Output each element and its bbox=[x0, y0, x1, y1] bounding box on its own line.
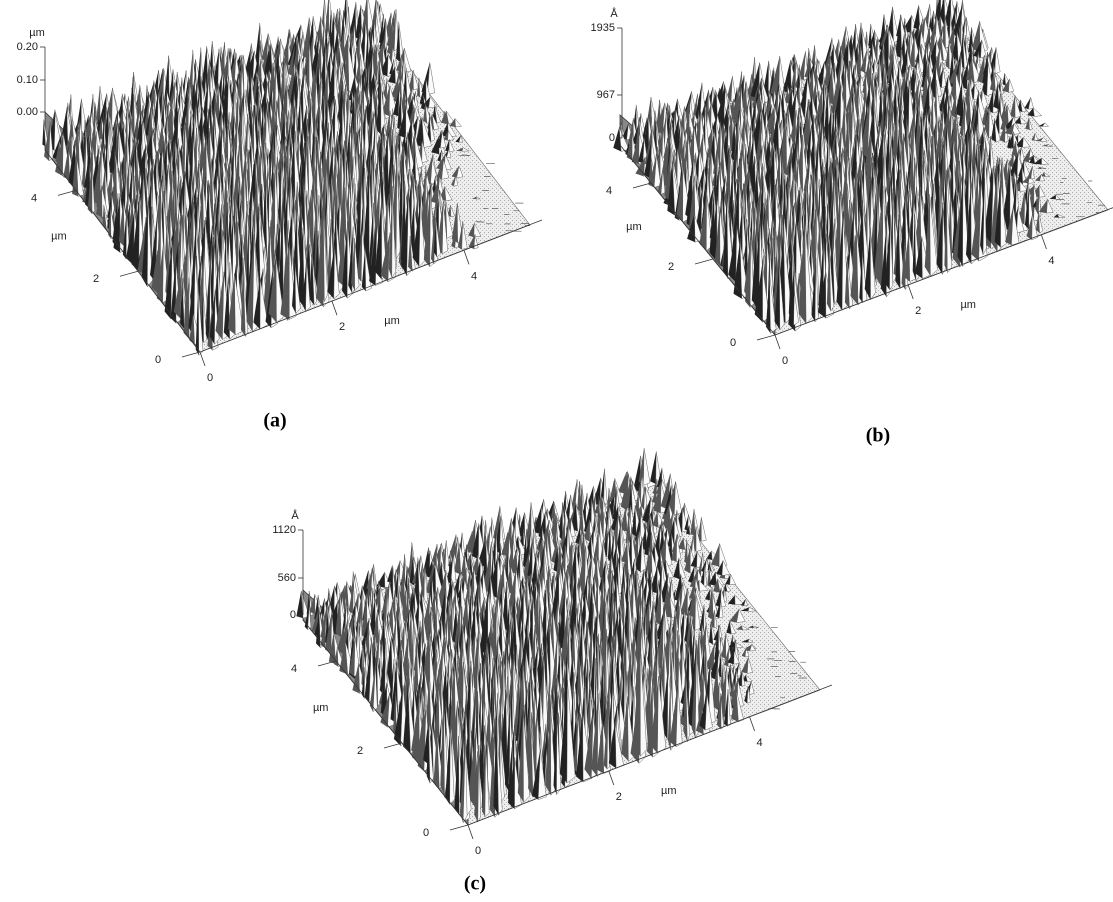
z-axis-unit: µm bbox=[29, 27, 45, 39]
y-axis-unit: µm bbox=[51, 231, 67, 243]
spike-light bbox=[1033, 108, 1042, 117]
x-tick bbox=[200, 352, 205, 366]
surface-panel: µm 0.20 0.10 0.00 4 2 0 µm 0 2 4 µm (a) bbox=[17, 0, 542, 432]
spike-light bbox=[1009, 79, 1014, 92]
x-tick-label: 0 bbox=[207, 372, 213, 384]
y-tick bbox=[182, 352, 200, 357]
y-tick-label: 2 bbox=[93, 273, 99, 285]
z-tick-label: 0.20 bbox=[17, 41, 38, 53]
x-tick-label: 2 bbox=[339, 321, 345, 333]
y-tick bbox=[120, 271, 138, 276]
y-tick-label: 0 bbox=[155, 354, 161, 366]
surface-panel: Å19359670420µm024µm(b) bbox=[591, 0, 1113, 447]
panel-caption: (a) bbox=[263, 410, 286, 432]
z-tick-label: 0.10 bbox=[17, 74, 38, 86]
spike-light bbox=[455, 118, 461, 127]
y-tick-label: 4 bbox=[31, 192, 37, 204]
x-tick bbox=[464, 250, 469, 264]
z-tick-label: 0.00 bbox=[17, 106, 38, 118]
figure: µm 0.20 0.10 0.00 4 2 0 µm 0 2 4 µm (a) Å19359670420µ… bbox=[0, 0, 1113, 902]
x-tick bbox=[332, 301, 337, 315]
x-axis-unit: µm bbox=[384, 315, 400, 327]
x-tick-label: 4 bbox=[471, 270, 477, 282]
